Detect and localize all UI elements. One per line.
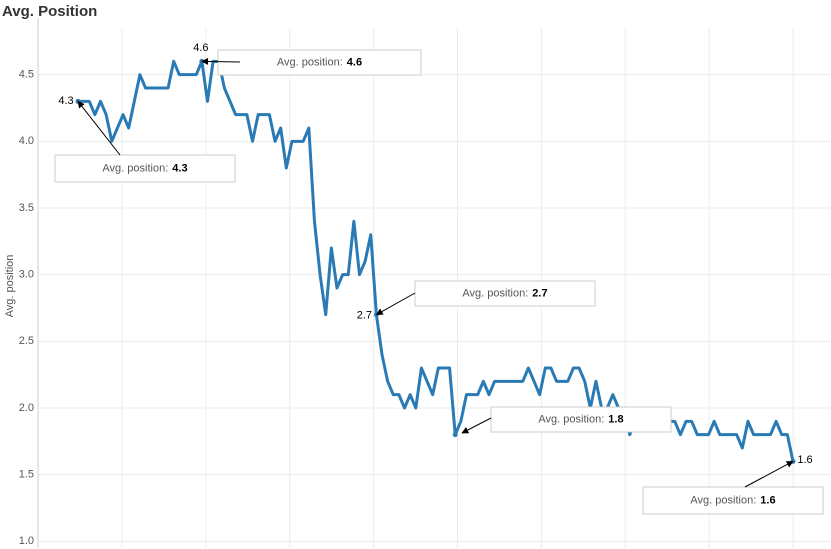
annotation-label: Avg. position: bbox=[538, 413, 604, 425]
y-tick-label: 2.0 bbox=[19, 402, 34, 414]
annotation-value: 4.3 bbox=[172, 162, 187, 174]
point-label: 4.6 bbox=[193, 42, 208, 54]
y-tick-label: 3.0 bbox=[19, 269, 34, 281]
annotation-box bbox=[414, 280, 596, 307]
annotated-point bbox=[452, 432, 458, 438]
annotation-text: Avg. position: 2.7 bbox=[462, 287, 547, 299]
annotation-label: Avg. position: bbox=[462, 287, 528, 299]
annotation-arrow bbox=[461, 417, 492, 434]
y-axis-label: Avg. position bbox=[4, 255, 16, 318]
annotation-arrow bbox=[744, 460, 794, 488]
annotation-label: Avg. position: bbox=[690, 494, 756, 506]
annotation-text: Avg. position: 1.8 bbox=[538, 413, 623, 425]
annotation-arrow bbox=[375, 292, 416, 316]
annotation-text: Avg. position: 4.3 bbox=[102, 162, 187, 174]
line-series bbox=[78, 59, 795, 462]
point-label: 4.3 bbox=[58, 95, 73, 107]
annotation-value: 4.6 bbox=[347, 56, 362, 68]
y-tick-label: 4.5 bbox=[19, 69, 34, 81]
annotation-label: Avg. position: bbox=[277, 56, 343, 68]
y-tick-label: 4.0 bbox=[19, 135, 34, 147]
point-label: 2.7 bbox=[357, 310, 372, 322]
annotation-box bbox=[54, 154, 236, 183]
annotation-value: 2.7 bbox=[532, 287, 547, 299]
annotation-value: 1.6 bbox=[760, 494, 775, 506]
y-tick-label: 1.5 bbox=[19, 469, 34, 481]
annotation-arrow bbox=[77, 100, 121, 156]
y-tick-label: 2.5 bbox=[19, 335, 34, 347]
annotation-value: 1.8 bbox=[608, 413, 623, 425]
y-tick-label: 3.5 bbox=[19, 202, 34, 214]
chart-title: Avg. Position bbox=[2, 3, 97, 20]
annotation-box bbox=[642, 486, 824, 515]
y-tick-label: 1.0 bbox=[19, 535, 34, 547]
annotation-arrow bbox=[201, 57, 241, 65]
annotation-text: Avg. position: 1.6 bbox=[690, 494, 775, 506]
annotation-box bbox=[490, 406, 672, 433]
annotation-box bbox=[217, 49, 422, 76]
annotation-label: Avg. position: bbox=[102, 162, 168, 174]
annotation-text: Avg. position: 4.6 bbox=[277, 56, 362, 68]
point-label: 1.6 bbox=[797, 454, 812, 466]
